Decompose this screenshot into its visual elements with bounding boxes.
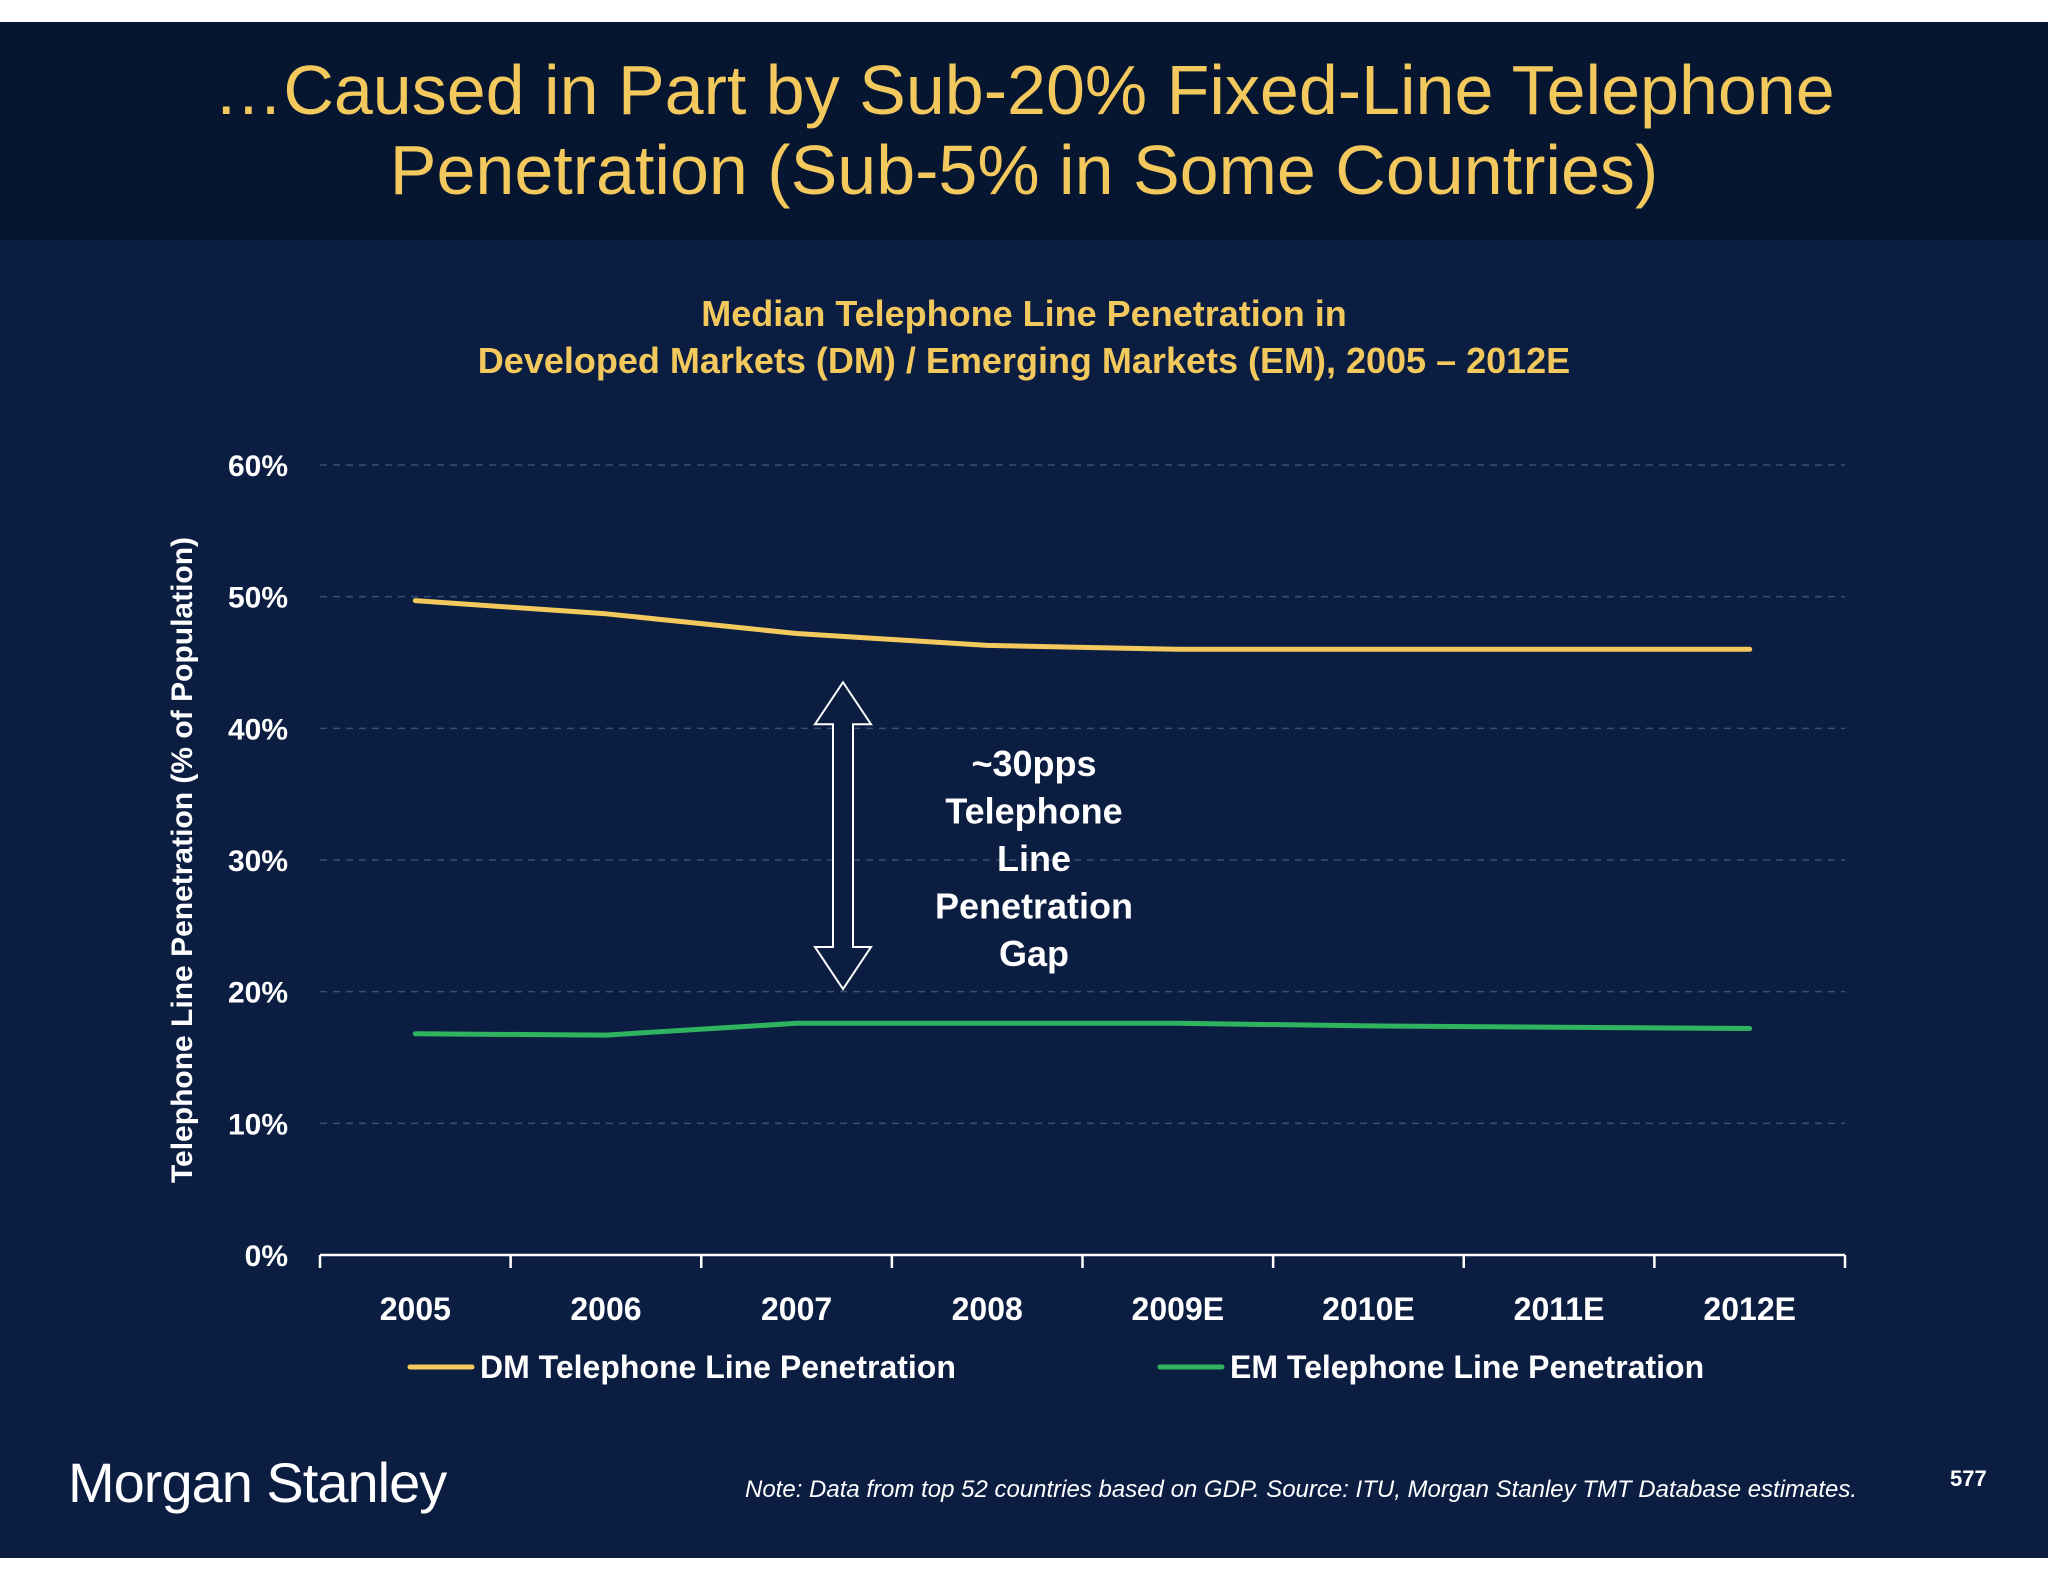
x-tick-label: 2010E	[1322, 1291, 1415, 1327]
slide-title-line-2: Penetration (Sub-5% in Some Countries)	[389, 131, 1659, 209]
x-tick-label: 2008	[952, 1291, 1023, 1327]
gap-annotation-line: Line	[997, 838, 1071, 879]
chart-title-line-2: Developed Markets (DM) / Emerging Market…	[477, 340, 1571, 381]
y-tick-label: 50%	[228, 582, 288, 615]
y-tick-label: 60%	[228, 450, 288, 483]
x-tick-label: 2007	[761, 1291, 832, 1327]
gap-double-arrow	[813, 680, 873, 991]
em-series-line	[412, 1020, 1753, 1038]
morgan-stanley-logo: Morgan Stanley	[68, 1451, 447, 1514]
chart-title-line-1: Median Telephone Line Penetration in	[701, 293, 1347, 334]
page-number: 577	[1950, 1466, 1987, 1491]
gap-annotation-line: Telephone	[945, 791, 1122, 832]
x-tick-label: 2011E	[1514, 1291, 1605, 1327]
chart-title: Median Telephone Line Penetration in Dev…	[0, 290, 2048, 384]
y-tick-label: 0%	[245, 1240, 288, 1273]
x-tick-label: 2012E	[1703, 1291, 1796, 1327]
slide-title: …Caused in Part by Sub-20% Fixed-Line Te…	[0, 50, 2048, 210]
line-chart: 0% 10% 20% 30% 40% 50% 60% 2005 2006 2007 2008 2009…	[166, 450, 1847, 1385]
y-tick-label: 40%	[228, 713, 288, 746]
x-tick-label: 2009E	[1132, 1291, 1225, 1327]
y-tick-label: 20%	[228, 977, 288, 1010]
y-tick-label: 30%	[228, 845, 288, 878]
x-tick-label: 2005	[380, 1291, 451, 1327]
slide: …Caused in Part by Sub-20% Fixed-Line Te…	[0, 22, 2048, 1558]
y-tick-label: 10%	[228, 1108, 288, 1141]
source-note: Note: Data from top 52 countries based o…	[745, 1476, 1858, 1503]
x-tick-label: 2006	[570, 1291, 641, 1327]
dm-series-line	[412, 598, 1753, 652]
slide-header	[0, 22, 2048, 240]
legend-label: DM Telephone Line Penetration	[480, 1349, 956, 1385]
legend-label: EM Telephone Line Penetration	[1230, 1349, 1704, 1385]
gap-annotation-line: ~30pps	[971, 743, 1096, 784]
slide-title-line-1: …Caused in Part by Sub-20% Fixed-Line Te…	[213, 51, 1835, 129]
gap-annotation-line: Penetration	[935, 886, 1133, 927]
gap-annotation-line: Gap	[999, 933, 1069, 974]
y-axis-label: Telephone Line Penetration (% of Populat…	[166, 537, 199, 1183]
